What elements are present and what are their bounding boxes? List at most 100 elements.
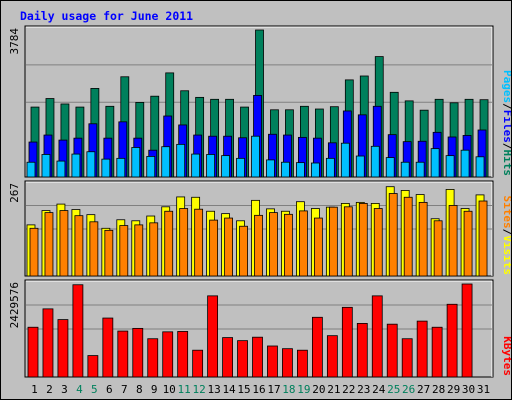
x-tick-label-day-5: 5: [91, 383, 98, 396]
bar-pages-day-19: [296, 162, 305, 178]
bar-kbytes-day-10: [162, 331, 174, 378]
bar-pages-day-25: [385, 157, 395, 178]
bar-sites-day-16: [254, 214, 263, 277]
x-tick-label-day-24: 24: [372, 383, 386, 396]
bar-kbytes-day-7: [117, 330, 129, 378]
legend-part: Pages: [501, 70, 511, 103]
legend-hits-files-pages: Pages/Files/Hits: [501, 70, 511, 176]
bar-kbytes-day-23: [356, 323, 368, 378]
legend-part: Sites: [501, 196, 511, 229]
bar-sites-day-22: [343, 206, 353, 277]
bar-kbytes-day-26: [401, 338, 413, 378]
y-max-label: 2429576: [8, 282, 21, 328]
legend-visits-sites: Sites/Visits: [501, 196, 511, 276]
bar-sites-day-6: [104, 229, 114, 277]
legend-part: Files: [501, 110, 511, 143]
legend-part: /: [501, 103, 511, 110]
bar-pages-day-18: [281, 161, 290, 178]
bar-kbytes-day-13: [207, 295, 219, 378]
bar-kbytes-day-24: [371, 295, 383, 378]
legend-part: Visits: [501, 235, 511, 275]
x-tick-label-day-1: 1: [31, 383, 38, 396]
bar-sites-day-17: [269, 212, 278, 277]
bar-sites-day-29: [448, 205, 458, 277]
bar-kbytes-day-3: [57, 319, 69, 378]
bar-pages-day-8: [131, 147, 141, 178]
bar-kbytes-day-29: [446, 303, 458, 378]
bar-sites-day-20: [313, 217, 323, 277]
bar-pages-day-26: [400, 161, 410, 178]
bar-sites-day-27: [418, 201, 428, 277]
x-tick-label-day-13: 13: [207, 383, 220, 396]
bar-sites-day-26: [403, 196, 413, 277]
x-tick-label-day-22: 22: [342, 383, 355, 396]
bar-sites-day-25: [388, 193, 398, 277]
bar-kbytes-day-4: [72, 284, 84, 378]
bar-pages-day-11: [176, 143, 186, 178]
x-tick-label-day-27: 27: [417, 383, 430, 396]
bar-pages-day-9: [146, 156, 156, 178]
x-tick-label-day-8: 8: [136, 383, 143, 396]
bar-kbytes-day-8: [132, 327, 144, 378]
bar-pages-day-20: [310, 162, 320, 178]
x-tick-label-day-12: 12: [193, 383, 206, 396]
bar-sites-day-3: [59, 210, 69, 277]
x-tick-label-day-9: 9: [151, 383, 158, 396]
bar-kbytes-day-11: [177, 331, 189, 378]
bar-pages-day-2: [41, 154, 51, 178]
bar-pages-day-13: [206, 154, 216, 178]
bar-sites-day-10: [164, 210, 174, 277]
x-tick-label-day-2: 2: [46, 383, 53, 396]
bar-kbytes-day-19: [297, 349, 308, 378]
bar-pages-day-29: [445, 155, 455, 178]
bar-sites-day-12: [194, 208, 204, 277]
bar-pages-day-30: [460, 149, 470, 178]
bar-pages-day-24: [370, 145, 380, 178]
bar-pages-day-7: [116, 157, 126, 178]
bar-pages-day-27: [415, 161, 425, 178]
bar-sites-day-18: [284, 213, 293, 277]
bar-pages-day-4: [71, 153, 81, 178]
bar-sites-day-13: [209, 219, 219, 277]
bar-sites-day-31: [478, 200, 488, 277]
bar-sites-day-23: [358, 203, 368, 277]
bar-pages-day-17: [266, 159, 275, 178]
x-tick-label-day-20: 20: [312, 383, 325, 396]
bar-kbytes-day-2: [42, 308, 54, 378]
x-tick-label-day-15: 15: [237, 383, 250, 396]
bar-sites-day-24: [373, 208, 383, 277]
legend-part: /: [501, 143, 511, 150]
bar-sites-day-7: [119, 225, 129, 277]
bar-kbytes-day-22: [341, 306, 353, 378]
bar-pages-day-22: [340, 142, 350, 178]
bar-pages-day-16: [251, 135, 260, 178]
bar-kbytes-day-15: [237, 340, 248, 378]
x-tick-label-day-16: 16: [252, 383, 265, 396]
x-tick-label-day-25: 25: [387, 383, 400, 396]
bar-sites-day-19: [299, 210, 308, 277]
bar-sites-day-14: [224, 217, 233, 277]
legend-kbytes: KBytes: [501, 336, 511, 376]
x-tick-label-day-11: 11: [178, 383, 191, 396]
bar-sites-day-1: [29, 227, 39, 277]
x-tick-label-day-10: 10: [163, 383, 176, 396]
bar-kbytes-day-21: [326, 335, 338, 378]
legend-part: KBytes: [501, 336, 511, 376]
bar-kbytes-day-1: [27, 326, 39, 378]
bar-sites-day-15: [239, 225, 248, 277]
bar-sites-day-30: [463, 210, 473, 277]
x-tick-label-day-7: 7: [121, 383, 128, 396]
bar-kbytes-day-12: [192, 349, 204, 378]
bar-kbytes-day-5: [87, 355, 99, 378]
x-tick-label-day-14: 14: [222, 383, 236, 396]
bar-pages-day-3: [56, 160, 66, 178]
x-tick-label-day-18: 18: [282, 383, 295, 396]
bar-kbytes-day-9: [147, 338, 159, 378]
bar-sites-day-9: [149, 222, 159, 277]
y-max-label: 3784: [8, 28, 21, 55]
bar-sites-day-8: [134, 224, 144, 277]
bar-kbytes-day-27: [416, 320, 428, 378]
legend-part: Hits: [501, 150, 511, 177]
